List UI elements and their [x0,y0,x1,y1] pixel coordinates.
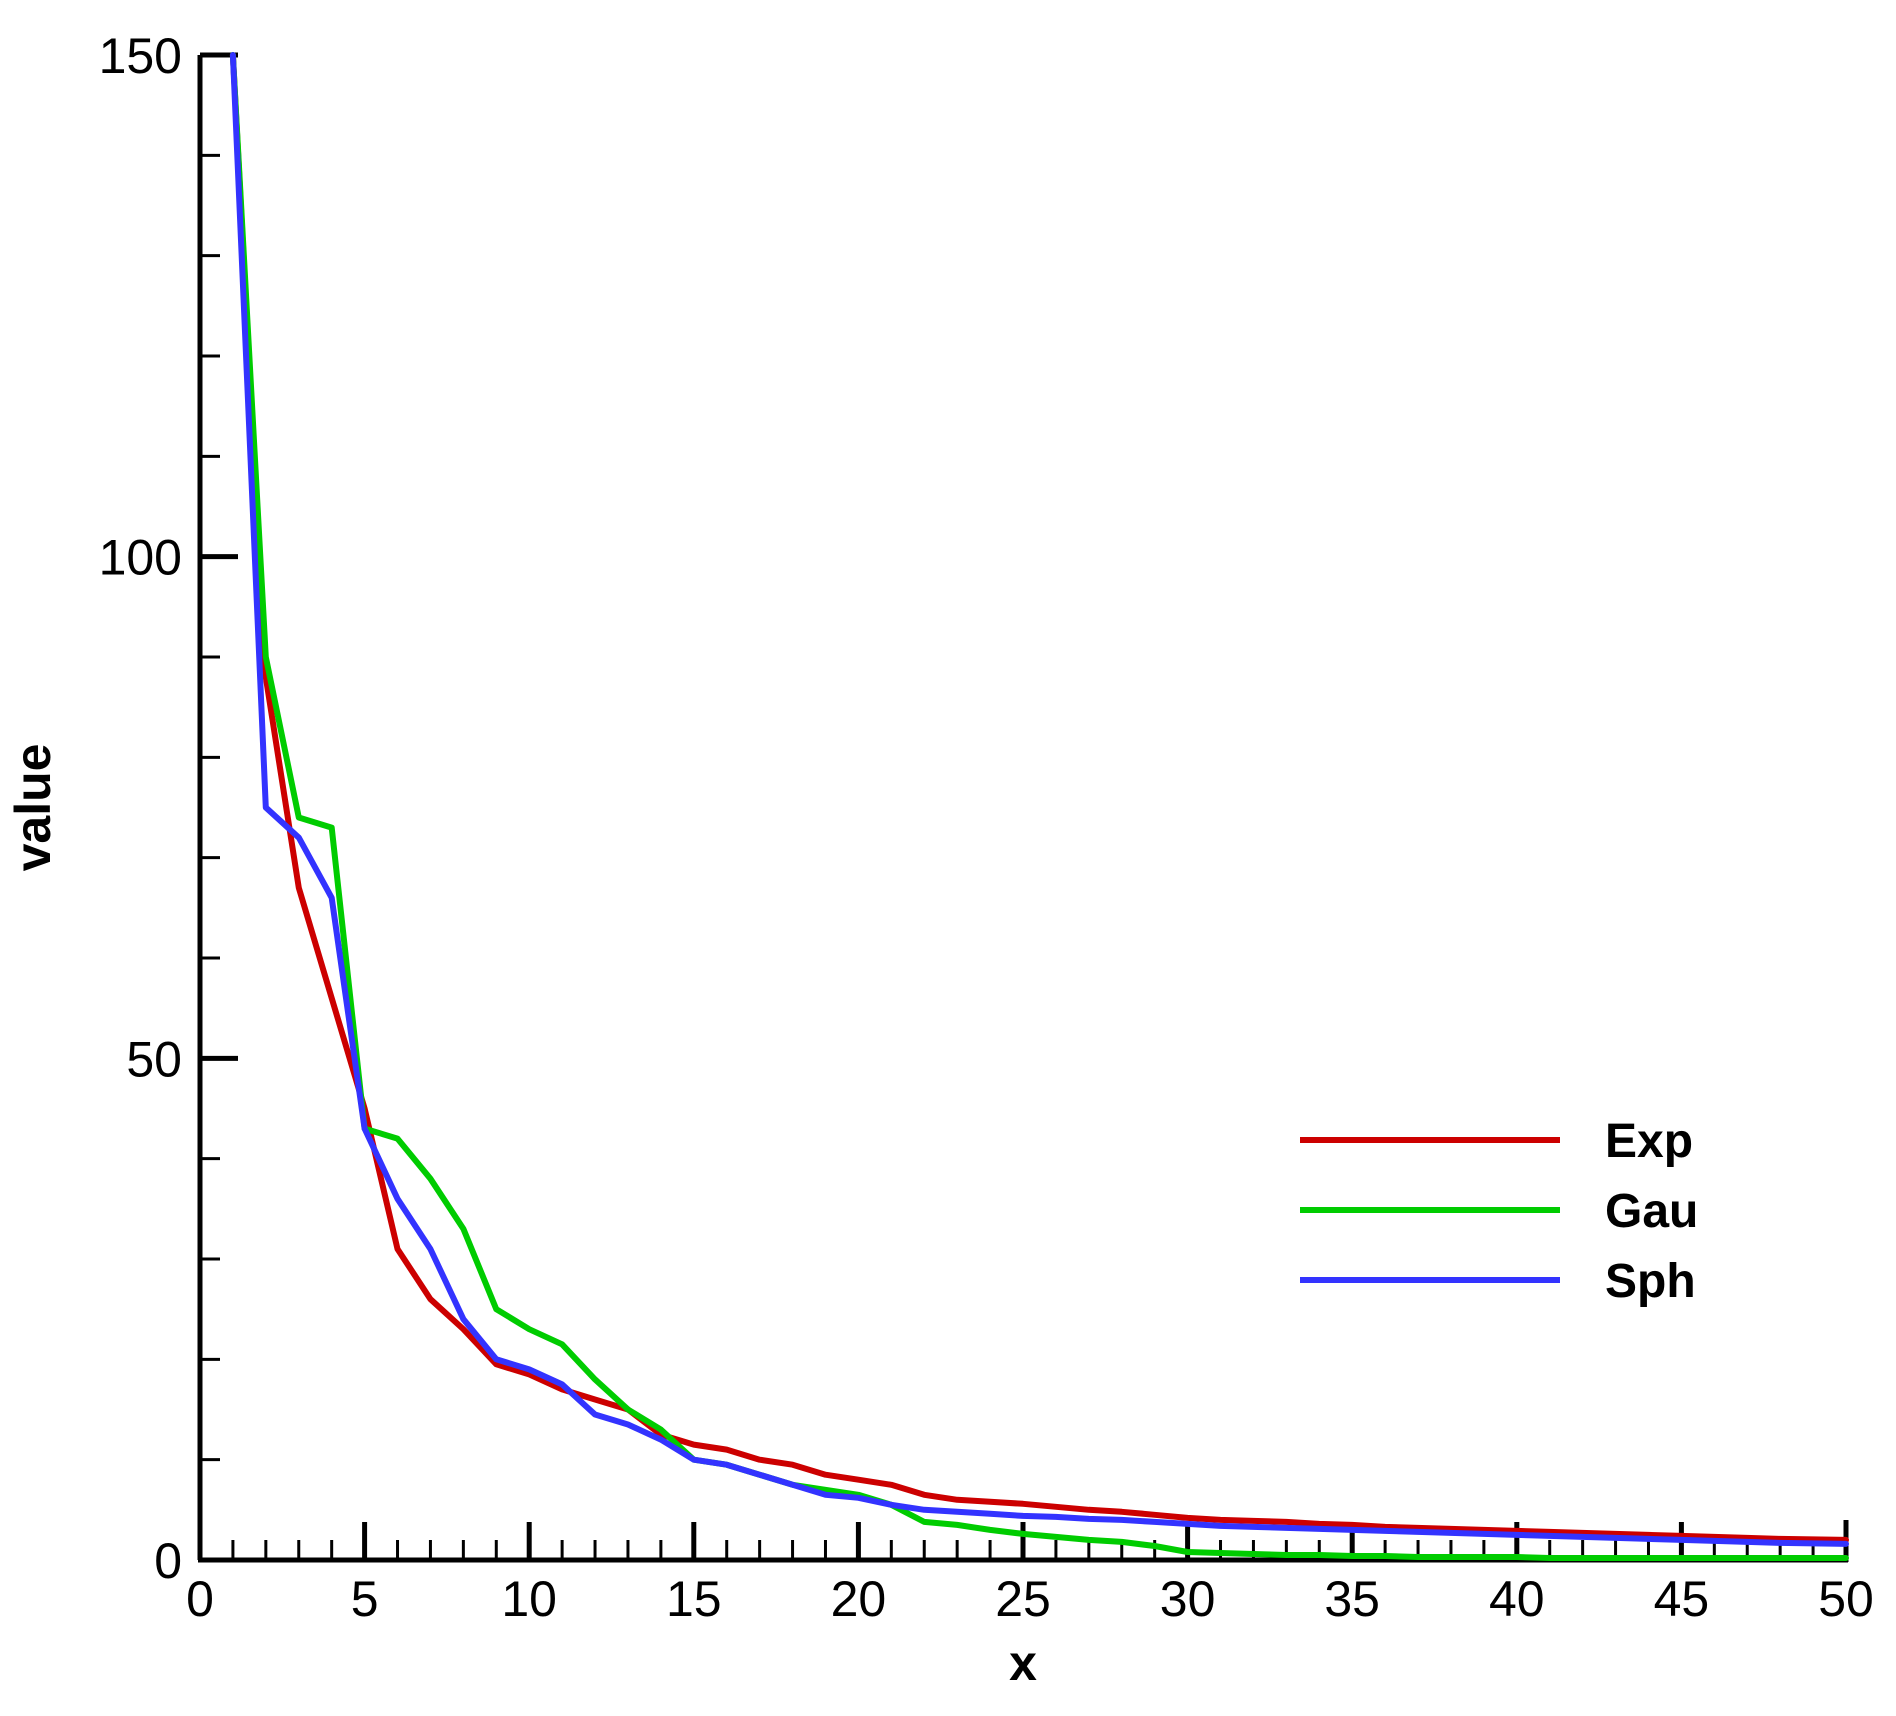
legend-label-sph: Sph [1605,1255,1696,1308]
x-tick-label: 30 [1160,1571,1216,1627]
y-axis-title: value [5,744,61,872]
y-tick-label: 0 [154,1533,182,1589]
series-layer [229,52,1849,1561]
x-tick-label: 50 [1818,1571,1874,1627]
x-tick-label: 5 [351,1571,379,1627]
x-tick-label: 25 [995,1571,1051,1627]
legend: Exp Gau Sph [1300,1115,1698,1308]
x-tick-label: 20 [831,1571,887,1627]
y-tick-label: 100 [99,530,182,586]
x-tick-label: 10 [501,1571,557,1627]
legend-label-exp: Exp [1605,1115,1693,1168]
x-tick-label: 40 [1489,1571,1545,1627]
series-line-exp [229,52,1849,1543]
x-axis-title: x [1009,1635,1037,1691]
x-tick-label: 45 [1654,1571,1710,1627]
axes: 0 5 10 15 20 25 30 35 40 45 50 0 50 100 150 [99,28,1874,1627]
legend-label-gau: Gau [1605,1185,1698,1238]
x-tick-label: 15 [666,1571,722,1627]
series-line-sph [229,52,1849,1547]
y-tick-label: 150 [99,28,182,84]
y-tick-label: 50 [126,1031,182,1087]
x-tick-label: 35 [1324,1571,1380,1627]
series-line-gau [229,52,1849,1561]
x-tick-label: 0 [186,1571,214,1627]
